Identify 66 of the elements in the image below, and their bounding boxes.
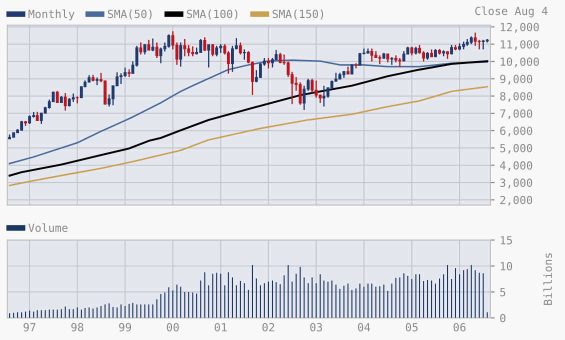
- y-tick-label: 0: [500, 314, 506, 322]
- candlestick: [56, 90, 59, 104]
- candlestick: [422, 50, 426, 62]
- x-tick-label: 01: [214, 323, 227, 332]
- legend-label: SMA(150): [272, 10, 324, 20]
- candlestick: [155, 42, 158, 59]
- candlestick: [266, 57, 270, 70]
- candlestick: [199, 38, 202, 54]
- text: Close Aug 4: [475, 6, 548, 18]
- legend-label: SMA(100): [186, 10, 238, 20]
- legend-label: Volume: [28, 223, 68, 232]
- candlestick: [215, 45, 218, 57]
- y-tick-label: 9,000: [500, 74, 532, 85]
- y-tick-label: 11,000: [500, 40, 539, 50]
- candlestick: [207, 44, 210, 68]
- candlestick: [310, 78, 314, 94]
- candlestick: [478, 39, 481, 50]
- x-tick-label: 02: [262, 323, 274, 332]
- candlestick: [322, 85, 326, 108]
- x-tick-label: 06: [454, 323, 466, 332]
- x-tick-label: 99: [119, 323, 132, 332]
- candlestick: [378, 54, 382, 65]
- y-tick-label: 15: [500, 236, 512, 244]
- candlestick: [104, 80, 107, 106]
- y-tick-label: 5: [500, 288, 506, 296]
- y-tick-label: 2,000: [500, 196, 532, 206]
- candlestick: [314, 80, 318, 98]
- candlestick: [231, 45, 234, 72]
- candlestick: [143, 44, 146, 56]
- y-tick-label: 10: [500, 262, 512, 270]
- candlestick: [120, 72, 122, 85]
- candlestick: [179, 42, 182, 68]
- candlestick: [76, 96, 79, 104]
- x-tick-label: 03: [310, 323, 322, 332]
- line-series: [8, 86, 488, 186]
- candlestick: [402, 50, 406, 62]
- y-tick-label: 8,000: [500, 92, 532, 102]
- x-tick-label: 05: [406, 323, 418, 332]
- y-tick-label: 10,000: [500, 57, 539, 68]
- candlestick: [191, 46, 194, 57]
- y-tick-label: 7,000: [500, 109, 532, 120]
- legend-label: SMA(50): [108, 10, 152, 20]
- x-tick-label: 00: [166, 323, 179, 332]
- candlestick: [398, 57, 402, 68]
- y-tick-label: 4,000: [500, 161, 532, 172]
- candlestick: [350, 63, 354, 76]
- y-tick-label: 12,000: [500, 22, 539, 33]
- candlestick: [124, 67, 127, 78]
- candlestick: [128, 68, 131, 78]
- candlestick: [271, 57, 274, 68]
- candlestick: [64, 92, 67, 112]
- candlestick: [482, 39, 485, 50]
- legend-label: Monthly: [28, 9, 74, 20]
- y-axis-title: Billions: [543, 253, 552, 305]
- y-tick-label: 6,000: [500, 126, 532, 136]
- x-tick-label: 04: [358, 323, 370, 332]
- candlestick: [358, 52, 362, 66]
- x-tick-label: 98: [71, 323, 84, 332]
- x-tick-label: 97: [24, 323, 36, 332]
- candlestick: [242, 48, 246, 60]
- candlestick: [390, 56, 394, 66]
- y-tick-label: 3,000: [500, 178, 532, 188]
- candlestick: [258, 62, 262, 79]
- candlestick: [238, 42, 242, 56]
- candlestick: [151, 38, 154, 52]
- y-tick-label: 5,000: [500, 144, 532, 154]
